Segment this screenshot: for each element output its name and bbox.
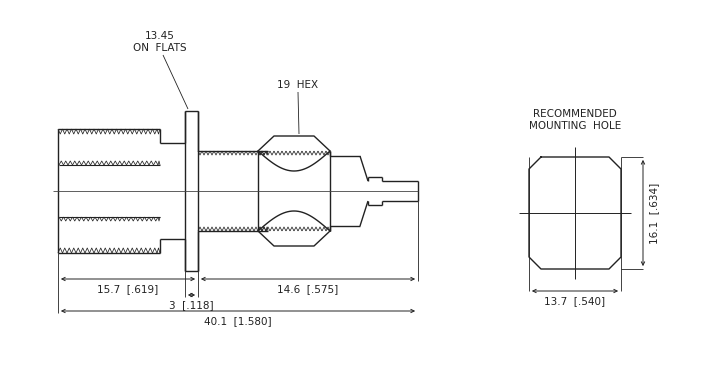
Text: 13.7  [.540]: 13.7 [.540]: [544, 296, 606, 306]
Text: 14.6  [.575]: 14.6 [.575]: [277, 284, 338, 294]
Text: 13.45
ON  FLATS: 13.45 ON FLATS: [133, 31, 186, 53]
Text: RECOMMENDED: RECOMMENDED: [533, 109, 617, 119]
Text: 15.7  [.619]: 15.7 [.619]: [97, 284, 158, 294]
Text: 16.1  [.634]: 16.1 [.634]: [649, 182, 659, 244]
Text: 40.1  [1.580]: 40.1 [1.580]: [204, 316, 272, 326]
Text: MOUNTING  HOLE: MOUNTING HOLE: [529, 121, 621, 131]
Text: 19  HEX: 19 HEX: [277, 80, 318, 90]
Text: 3  [.118]: 3 [.118]: [169, 300, 214, 310]
